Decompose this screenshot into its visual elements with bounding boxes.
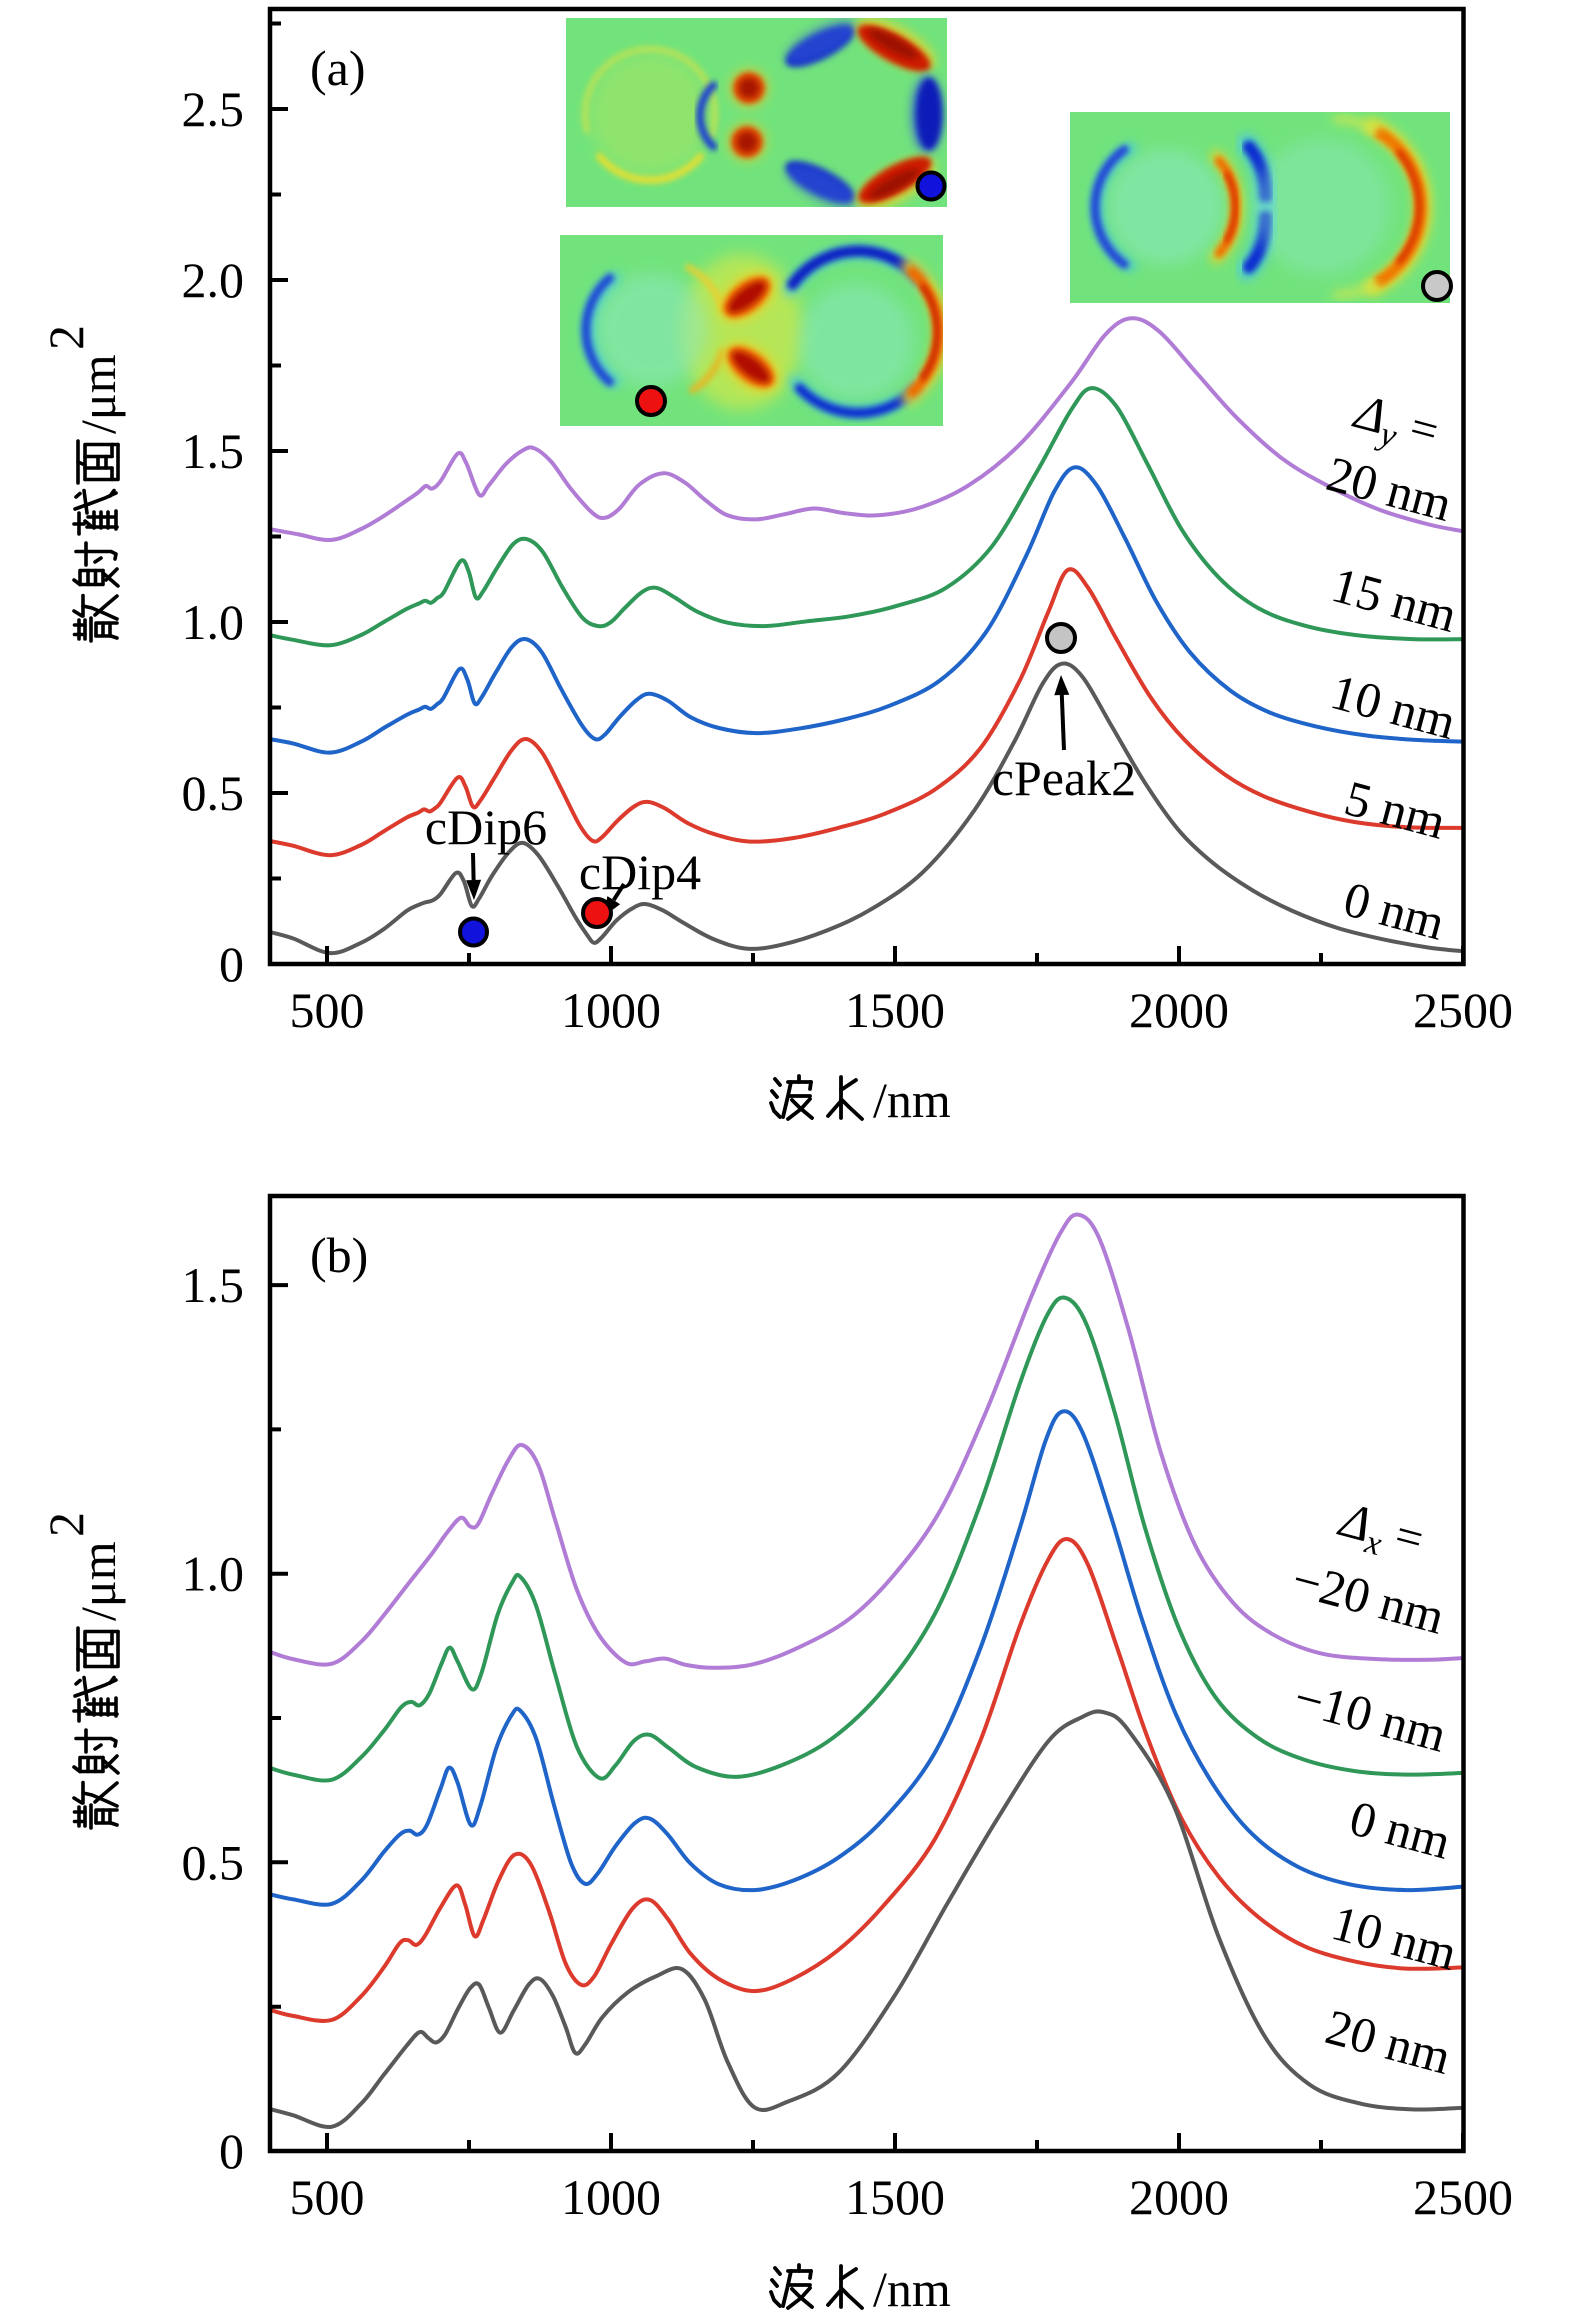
- svg-text:/nm: /nm: [873, 2261, 951, 2317]
- svg-text:2: 2: [38, 325, 94, 350]
- svg-text:(b): (b): [310, 1227, 368, 1283]
- svg-text:2.5: 2.5: [182, 81, 245, 137]
- svg-text:2500: 2500: [1413, 2169, 1513, 2225]
- svg-text:1500: 1500: [845, 2169, 945, 2225]
- svg-text:1000: 1000: [561, 2169, 661, 2225]
- svg-text:/μm: /μm: [70, 1541, 126, 1621]
- svg-text:2000: 2000: [1129, 2169, 1229, 2225]
- svg-text:2500: 2500: [1413, 982, 1513, 1038]
- svg-text:(a): (a): [310, 40, 366, 96]
- svg-text:0: 0: [219, 936, 244, 992]
- svg-text:cDip6: cDip6: [425, 799, 547, 855]
- svg-text:1.5: 1.5: [182, 1257, 245, 1313]
- svg-text:cPeak2: cPeak2: [992, 750, 1136, 806]
- svg-text:/μm: /μm: [70, 354, 126, 434]
- svg-text:500: 500: [290, 2169, 365, 2225]
- svg-text:2000: 2000: [1129, 982, 1229, 1038]
- svg-text:500: 500: [290, 982, 365, 1038]
- svg-text:1000: 1000: [561, 982, 661, 1038]
- svg-text:0.5: 0.5: [182, 765, 245, 821]
- svg-text:0: 0: [219, 2123, 244, 2179]
- svg-text:/nm: /nm: [873, 1072, 951, 1128]
- svg-text:cDip4: cDip4: [579, 844, 701, 900]
- svg-text:2.0: 2.0: [182, 252, 245, 308]
- svg-text:1.5: 1.5: [182, 423, 245, 479]
- svg-text:2: 2: [38, 1512, 94, 1537]
- svg-text:0.5: 0.5: [182, 1834, 245, 1890]
- svg-text:1500: 1500: [845, 982, 945, 1038]
- svg-text:1.0: 1.0: [182, 1546, 245, 1602]
- svg-text:1.0: 1.0: [182, 594, 245, 650]
